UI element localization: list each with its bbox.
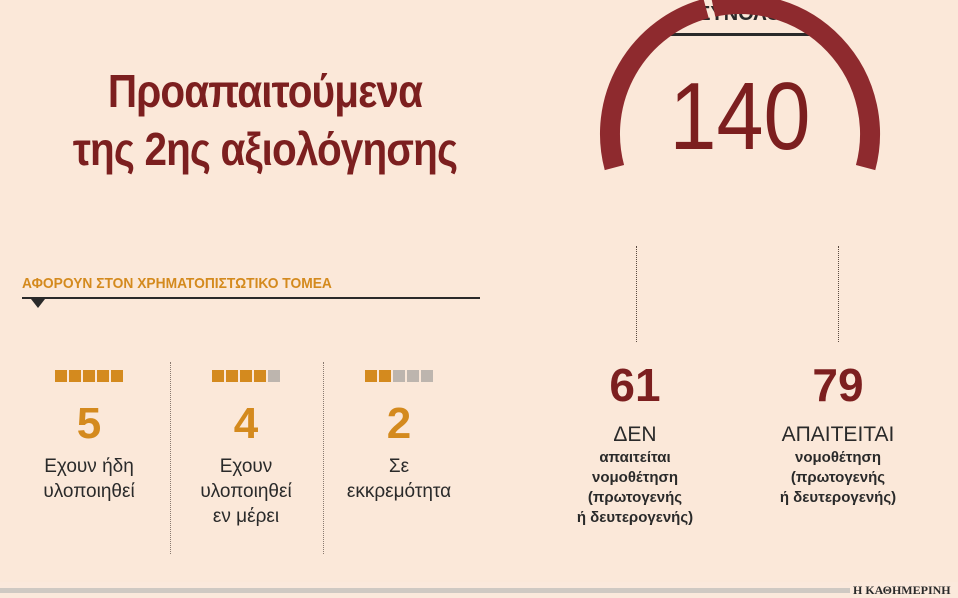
title-line-1: Προαπαιτούμενα: [107, 65, 423, 117]
filled-square: [83, 370, 95, 382]
financial-item-label: Εχουν υλοποιηθεί εν μέρει: [171, 454, 321, 529]
not-required-main: ΔΕΝ: [613, 423, 657, 446]
financial-item-value: 2: [386, 399, 412, 448]
label-line: εκκρεμότητα: [346, 481, 452, 502]
section-rule: [22, 297, 480, 299]
detail-line: (πρωτογενής: [790, 469, 886, 486]
detail-line: ή δευτερογενής): [576, 509, 694, 526]
filled-square: [365, 370, 377, 382]
detail-line: ή δευτερογενής): [779, 489, 897, 506]
financial-item-partial: 4 Εχουν υλοποιηθεί εν μέρει: [171, 370, 321, 529]
filled-square: [379, 370, 391, 382]
label-line: υλοποιηθεί: [43, 481, 135, 502]
required-main: ΑΠΑΙΤΕΙΤΑΙ: [781, 423, 895, 446]
filled-square: [240, 370, 252, 382]
infographic-title: Προαπαιτούμενα της 2ης αξιολόγησης: [58, 62, 472, 178]
column-divider: [323, 362, 324, 554]
filled-square: [226, 370, 238, 382]
label-line: Εχουν: [219, 456, 273, 477]
label-line: υλοποιηθεί: [200, 481, 292, 502]
title-line-2: της 2ης αξιολόγησης: [72, 123, 458, 175]
filled-square: [97, 370, 109, 382]
unit-squares: [324, 370, 474, 382]
financial-item-value: 4: [233, 399, 259, 448]
unit-squares: [171, 370, 321, 382]
leader-line-right: [838, 246, 839, 342]
required-value: 79: [812, 359, 864, 411]
arc-segment-required: [711, 0, 880, 171]
arc-segment-not-required: [600, 0, 709, 171]
empty-square: [268, 370, 280, 382]
label-line: εν μέρει: [212, 506, 280, 527]
financial-item-value: 5: [76, 399, 102, 448]
required-detail: νομοθέτηση (πρωτογενής ή δευτερογενής): [738, 448, 938, 508]
filled-square: [212, 370, 224, 382]
section-arrow-icon: [31, 299, 45, 308]
total-rule: [645, 33, 835, 36]
detail-line: νομοθέτηση: [591, 469, 678, 486]
column-divider: [170, 362, 171, 554]
filled-square: [55, 370, 67, 382]
empty-square: [421, 370, 433, 382]
financial-item-label: Σε εκκρεμότητα: [324, 454, 474, 504]
section-label: ΑΦΟΡΟΥΝ ΣΤΟΝ ΧΡΗΜΑΤΟΠΙΣΤΩΤΙΚΟ ΤΟΜΕΑ: [22, 275, 332, 292]
label-line: Εχουν ήδη: [44, 456, 134, 477]
leader-line-left: [636, 246, 637, 342]
financial-item-done: 5 Εχουν ήδη υλοποιηθεί: [14, 370, 164, 504]
infographic-panel: [0, 0, 958, 582]
detail-line: νομοθέτηση: [794, 449, 881, 466]
label-line: Σε: [388, 456, 410, 477]
detail-line: απαιτείται: [599, 449, 671, 466]
footer-rule: [0, 588, 850, 593]
financial-item-label: Εχουν ήδη υλοποιηθεί: [14, 454, 164, 504]
total-value: 140: [669, 63, 811, 170]
empty-square: [407, 370, 419, 382]
filled-square: [254, 370, 266, 382]
empty-square: [393, 370, 405, 382]
not-required-detail: απαιτείται νομοθέτηση (πρωτογενής ή δευτ…: [535, 448, 735, 528]
detail-line: (πρωτογενής: [587, 489, 683, 506]
filled-square: [69, 370, 81, 382]
filled-square: [111, 370, 123, 382]
financial-item-pending: 2 Σε εκκρεμότητα: [324, 370, 474, 504]
not-required-value: 61: [609, 359, 661, 411]
unit-squares: [14, 370, 164, 382]
publisher-credit: Η ΚΑΘΗΜΕΡΙΝΗ: [853, 583, 951, 597]
